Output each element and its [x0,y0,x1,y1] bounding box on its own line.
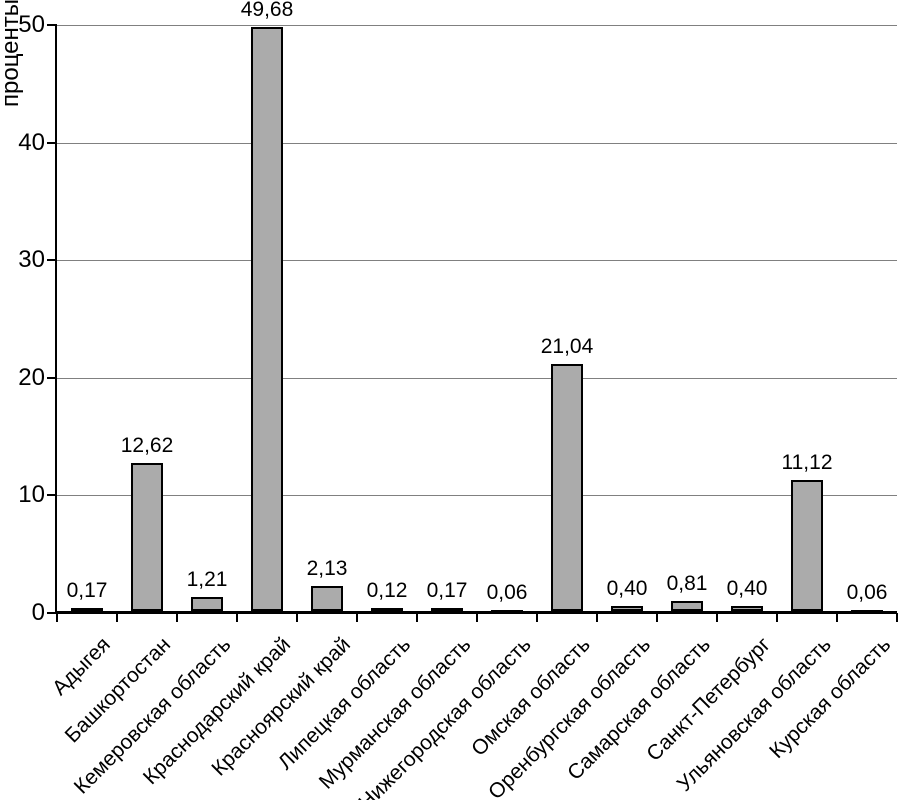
x-axis-tick [536,613,538,622]
x-axis-tick [236,613,238,622]
gridline [57,377,897,379]
bar [431,608,463,611]
bar [191,596,223,611]
y-tick-label: 50 [18,11,45,38]
x-axis-tick [176,613,178,622]
y-axis-tick [47,494,57,497]
bar-value-label: 0,17 [426,579,468,602]
bar-value-label: 0,40 [726,577,768,601]
bar [551,363,583,611]
bar-value-label: 0,81 [666,572,708,596]
y-axis-tick [47,376,57,379]
bar [851,610,883,611]
gridline [57,25,897,26]
bar [71,608,103,611]
y-axis-line [55,24,57,613]
bar-value-label: 0,17 [66,579,108,602]
bar-value-label: 1,21 [186,567,228,591]
bar [311,585,343,611]
bar [491,610,523,611]
x-axis-tick [656,613,658,622]
bar [371,608,403,611]
bar [131,462,163,611]
bar-value-label: 12,62 [120,433,174,457]
bar-value-label: 49,68 [240,0,294,21]
y-tick-label: 40 [18,128,45,156]
x-axis-tick [356,613,358,622]
y-tick-label: 20 [18,363,45,391]
bar-value-label: 21,04 [540,334,594,358]
y-axis-tick [47,141,57,144]
bar-value-label: 2,13 [306,556,348,580]
gridline [57,495,897,497]
bar-value-label: 0,12 [366,579,408,602]
x-axis-line [55,611,897,614]
y-tick-label: 10 [18,481,45,509]
y-tick-label: 0 [31,599,45,626]
x-axis-tick [116,613,118,622]
x-category-label: Башкортостан [60,633,176,748]
gridline [57,260,897,262]
x-axis-tick [716,613,718,622]
bar-value-label: 0,40 [606,577,648,601]
gridline [57,142,897,144]
y-tick-label: 30 [18,246,45,274]
bar [251,26,283,611]
bar [791,480,823,611]
x-axis-tick [56,613,58,622]
bar-value-label: 0,06 [846,581,888,604]
x-axis-tick [836,613,838,622]
x-axis-tick [416,613,418,622]
x-axis-tick [896,613,898,622]
y-axis-tick [47,612,57,614]
bar-value-label: 0,06 [486,581,528,604]
bar [731,606,763,611]
bar-value-label: 11,12 [781,451,833,475]
x-axis-tick [776,613,778,622]
x-axis-tick [476,613,478,622]
x-axis-tick [596,613,598,622]
bar [611,606,643,611]
y-axis-tick [47,259,57,262]
x-axis-tick [296,613,298,622]
bar [671,601,703,611]
y-axis-tick [47,24,57,26]
